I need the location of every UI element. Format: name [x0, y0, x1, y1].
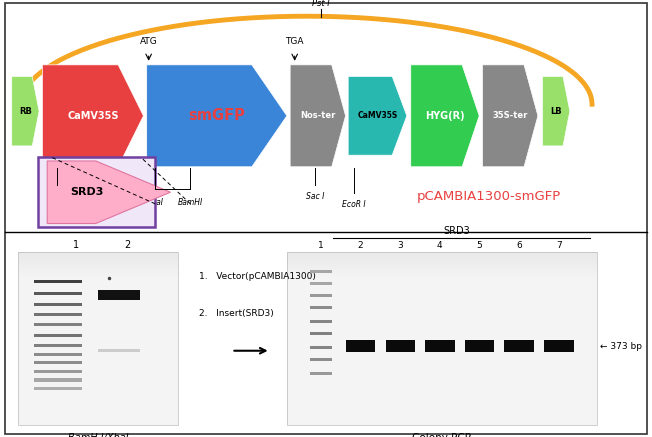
- Text: SRD3: SRD3: [444, 225, 471, 236]
- FancyBboxPatch shape: [35, 353, 82, 356]
- FancyBboxPatch shape: [98, 290, 140, 301]
- FancyBboxPatch shape: [35, 344, 82, 347]
- Text: XbaI: XbaI: [147, 198, 164, 207]
- Text: 1: 1: [318, 240, 324, 250]
- FancyBboxPatch shape: [35, 292, 82, 295]
- FancyBboxPatch shape: [35, 387, 82, 390]
- FancyBboxPatch shape: [385, 340, 415, 352]
- FancyBboxPatch shape: [35, 333, 82, 336]
- FancyBboxPatch shape: [310, 346, 332, 349]
- Text: 2: 2: [358, 240, 363, 250]
- Text: BamHI: BamHI: [178, 198, 203, 207]
- Text: CaMV35S: CaMV35S: [67, 111, 119, 121]
- FancyBboxPatch shape: [310, 294, 332, 297]
- Polygon shape: [482, 65, 538, 167]
- Text: SRD3: SRD3: [70, 187, 104, 197]
- Polygon shape: [147, 65, 287, 167]
- Polygon shape: [47, 161, 170, 223]
- FancyBboxPatch shape: [310, 332, 332, 335]
- Text: Sac I: Sac I: [306, 192, 324, 201]
- Polygon shape: [542, 76, 570, 146]
- FancyBboxPatch shape: [35, 361, 82, 364]
- Text: 3: 3: [397, 240, 403, 250]
- FancyBboxPatch shape: [310, 306, 332, 309]
- FancyBboxPatch shape: [35, 323, 82, 326]
- Text: Nos-ter: Nos-ter: [300, 111, 336, 120]
- Text: BamH I/XbaI: BamH I/XbaI: [68, 433, 128, 437]
- Polygon shape: [42, 65, 143, 167]
- FancyBboxPatch shape: [35, 370, 82, 373]
- FancyBboxPatch shape: [5, 3, 647, 434]
- Text: TGA: TGA: [286, 37, 304, 46]
- Text: LB: LB: [550, 107, 562, 116]
- Polygon shape: [12, 76, 39, 146]
- Text: 2.   Insert(SRD3): 2. Insert(SRD3): [199, 309, 274, 318]
- Text: 2: 2: [124, 239, 130, 250]
- Text: 35S-ter: 35S-ter: [492, 111, 528, 120]
- FancyBboxPatch shape: [465, 340, 494, 352]
- FancyBboxPatch shape: [346, 340, 376, 352]
- FancyBboxPatch shape: [98, 349, 140, 352]
- Text: 1.   Vector(pCAMBIA1300): 1. Vector(pCAMBIA1300): [199, 272, 316, 281]
- FancyBboxPatch shape: [38, 157, 155, 227]
- Text: Colony PCR: Colony PCR: [412, 433, 471, 437]
- Text: HYG(R): HYG(R): [425, 111, 465, 121]
- FancyBboxPatch shape: [505, 340, 534, 352]
- Text: RB: RB: [19, 107, 32, 116]
- Polygon shape: [411, 65, 479, 167]
- Text: Pst I: Pst I: [312, 0, 330, 8]
- Text: smGFP: smGFP: [188, 108, 245, 123]
- Text: ATG: ATG: [140, 37, 158, 46]
- Text: 4: 4: [437, 240, 443, 250]
- Text: CaMV35S: CaMV35S: [357, 111, 398, 120]
- Text: 5: 5: [477, 240, 482, 250]
- Text: ← 373 bp: ← 373 bp: [600, 342, 642, 350]
- FancyBboxPatch shape: [35, 302, 82, 305]
- FancyBboxPatch shape: [425, 340, 454, 352]
- FancyBboxPatch shape: [544, 340, 574, 352]
- FancyBboxPatch shape: [310, 358, 332, 361]
- FancyBboxPatch shape: [310, 270, 332, 273]
- FancyBboxPatch shape: [310, 282, 332, 285]
- Polygon shape: [348, 76, 407, 155]
- Text: 1: 1: [73, 239, 79, 250]
- FancyBboxPatch shape: [35, 313, 82, 316]
- FancyBboxPatch shape: [35, 280, 82, 283]
- FancyBboxPatch shape: [310, 320, 332, 323]
- FancyBboxPatch shape: [310, 371, 332, 375]
- Text: 6: 6: [516, 240, 522, 250]
- Text: EcoR I: EcoR I: [342, 200, 366, 209]
- FancyBboxPatch shape: [35, 378, 82, 382]
- Polygon shape: [290, 65, 346, 167]
- Text: HindIII: HindIII: [45, 192, 70, 201]
- Text: pCAMBIA1300-smGFP: pCAMBIA1300-smGFP: [417, 191, 561, 203]
- Text: 7: 7: [556, 240, 561, 250]
